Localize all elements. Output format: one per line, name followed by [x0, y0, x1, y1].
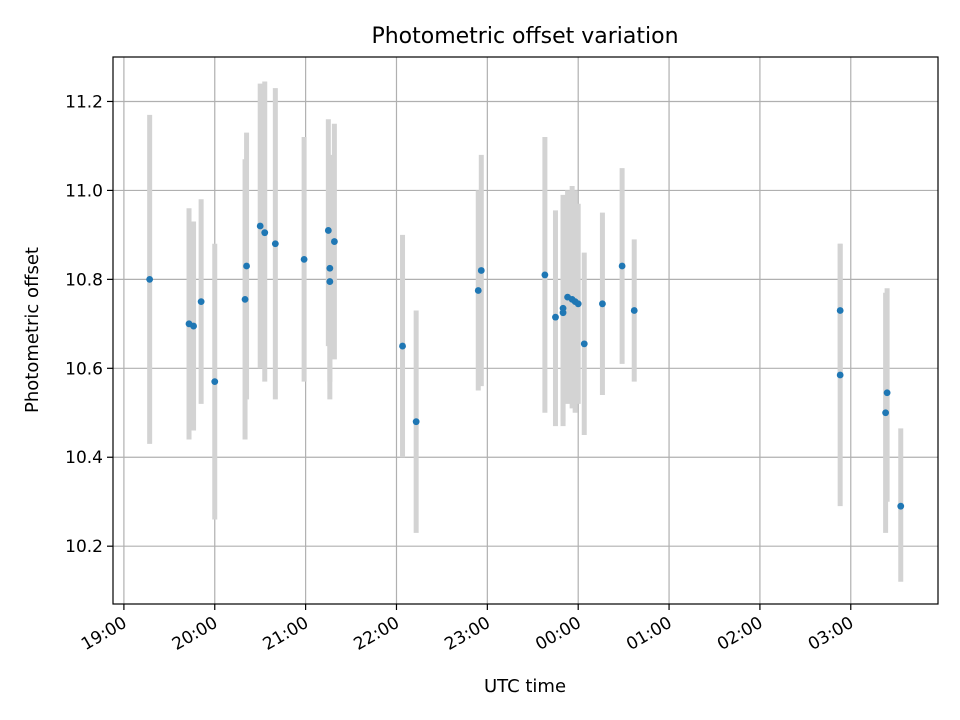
x-tick-label: 20:00	[169, 613, 221, 655]
data-point	[552, 313, 559, 321]
x-tick-label: 22:00	[351, 613, 403, 655]
data-point	[882, 409, 890, 417]
data-point	[559, 309, 567, 317]
data-point	[243, 262, 250, 270]
data-point	[836, 371, 844, 379]
data-point	[474, 287, 482, 294]
x-tick-label: 03:00	[805, 613, 857, 655]
x-tick-label: 00:00	[532, 613, 584, 655]
data-point	[630, 307, 638, 314]
x-tick-label: 21:00	[260, 613, 312, 655]
y-axis-ticks: 10.2 10.4 10.6 10.8 11.0 11.2	[65, 92, 113, 557]
grid-lines	[113, 57, 938, 604]
y-axis-label: Photometric offset	[22, 247, 43, 413]
y-tick-label: 10.4	[65, 448, 103, 468]
data-point	[324, 227, 332, 234]
plot-frame	[112, 56, 939, 605]
data-point	[836, 307, 844, 314]
data-point	[190, 322, 197, 330]
data-point	[326, 278, 334, 285]
data-point	[330, 238, 338, 245]
data-point	[256, 222, 264, 230]
chart-title: Photometric offset variation	[371, 24, 678, 49]
data-point	[211, 378, 219, 386]
data-point	[261, 229, 269, 237]
data-point	[271, 240, 279, 248]
data-point	[300, 255, 308, 263]
data-point	[399, 342, 406, 350]
y-tick-label: 10.6	[65, 359, 103, 379]
y-tick-label: 10.8	[65, 270, 103, 290]
data-point	[197, 298, 205, 305]
data-points	[146, 222, 905, 510]
data-point	[412, 418, 420, 426]
data-point	[477, 267, 485, 274]
y-tick-label: 11.0	[65, 181, 103, 201]
data-point	[241, 295, 249, 303]
x-tick-label: 19:00	[78, 613, 130, 655]
y-tick-label: 10.2	[65, 537, 103, 557]
data-point	[574, 300, 582, 308]
x-tick-label: 01:00	[623, 613, 675, 655]
data-point	[883, 389, 891, 397]
y-tick-label: 11.2	[65, 92, 103, 112]
data-point	[146, 275, 154, 283]
x-tick-label: 02:00	[714, 613, 766, 655]
data-point	[897, 502, 905, 510]
x-tick-label: 23:00	[441, 613, 493, 655]
data-point	[618, 262, 626, 270]
data-point	[541, 271, 549, 279]
data-point	[580, 340, 588, 348]
error-bars	[147, 81, 904, 582]
data-point	[599, 300, 606, 308]
data-point	[326, 264, 334, 272]
x-axis-ticks: 19:00 20:00 21:00 22:00 23:00 00:00 01:00 02:00…	[78, 604, 857, 655]
x-axis-label: UTC time	[484, 676, 566, 697]
